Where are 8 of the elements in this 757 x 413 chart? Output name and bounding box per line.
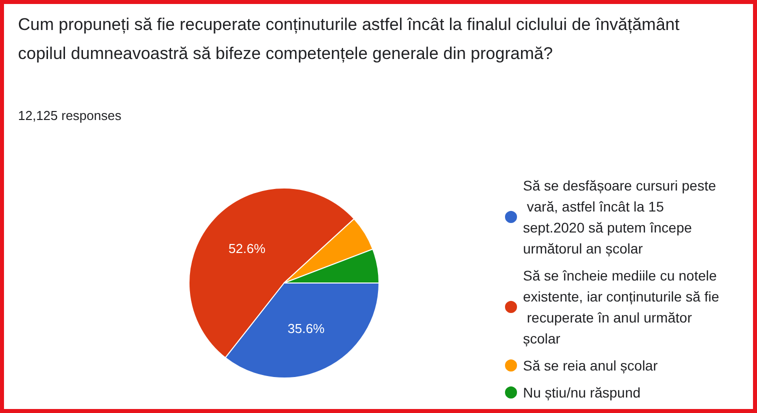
chart-title: Cum propuneți să fie recuperate conținuturile astfel încât la finalul ciclului de învățământ copilul dumneavoastră să bifeze competențele generale din programă? (18, 14, 680, 65)
legend-label: Să se încheie mediile cu notele existente, iar conținuturile să fie recuperate în anul următor școlar (523, 268, 721, 346)
legend-label: Nu știu/nu răspund (523, 384, 641, 400)
data-label: 52.6% (228, 241, 266, 256)
legend-label: Să se desfășoare cursuri peste vară, astfel încât la 15 sept.2020 să putem începe următorul an școlar (523, 178, 716, 256)
legend-label: Să se reia anul școlar (523, 358, 658, 374)
data-label: 35.6% (288, 320, 325, 336)
text: 12,125 responses (18, 108, 122, 123)
